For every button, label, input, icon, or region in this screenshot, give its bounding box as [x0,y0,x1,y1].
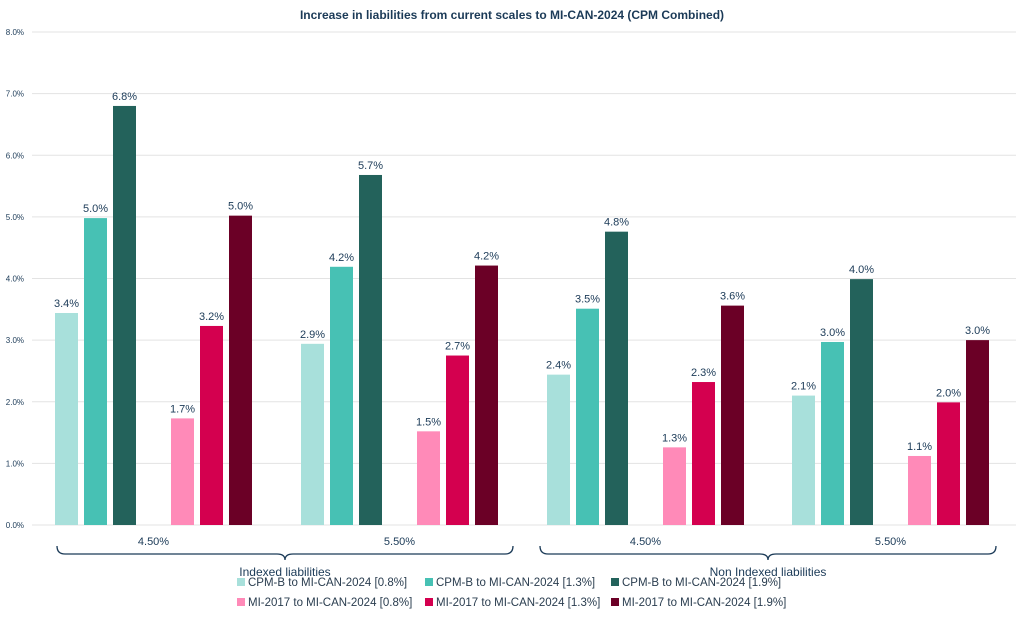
x-axis-rate-labels: 4.50% 5.50% 4.50% 5.50% [138,536,906,548]
bar [330,266,353,525]
legend-item: MI-2017 to MI-CAN-2024 [0.8%] [237,597,412,609]
data-label: 4.0% [849,264,874,276]
bar [359,174,382,525]
data-label: 5.0% [228,201,253,213]
data-label: 1.1% [907,441,932,453]
bar [171,418,194,525]
legend-item: CPM-B to MI-CAN-2024 [0.8%] [237,577,407,589]
bar [605,231,628,526]
data-label: 3.2% [199,311,224,323]
bar [301,343,324,525]
data-label: 1.5% [416,416,441,428]
data-label: 5.0% [83,203,108,215]
legend-swatch [611,598,619,606]
legend-swatch [611,578,619,586]
data-label: 3.4% [54,298,79,310]
bars [55,105,989,526]
bar [966,340,989,525]
y-axis-ticks: 0.0% 1.0% 2.0% 3.0% 4.0% 5.0% 6.0% 7.0% 8.0% [6,28,24,530]
data-label: 2.1% [791,381,816,393]
legend-label: MI-2017 to MI-CAN-2024 [1.3%] [436,597,600,609]
data-label: 3.5% [575,294,600,306]
y-tick-label: 1.0% [6,459,24,468]
bar [850,279,873,525]
data-label: 3.0% [965,325,990,337]
legend-label: CPM-B to MI-CAN-2024 [1.3%] [436,577,595,589]
legend-item: CPM-B to MI-CAN-2024 [1.3%] [425,577,595,589]
group-braces [56,545,997,561]
data-label: 3.6% [720,291,745,303]
legend: CPM-B to MI-CAN-2024 [0.8%] CPM-B to MI-C… [237,577,786,609]
y-tick-label: 8.0% [6,28,24,37]
y-tick-label: 4.0% [6,275,24,284]
grid-lines [32,31,1016,526]
legend-swatch [237,578,245,586]
data-label: 6.8% [112,91,137,103]
bar [446,355,469,525]
bar [417,431,440,525]
data-label: 1.7% [170,403,195,415]
group-brace [539,545,997,561]
bar [792,395,815,525]
y-tick-label: 0.0% [6,521,24,530]
legend-item: CPM-B to MI-CAN-2024 [1.9%] [611,577,781,589]
data-label: 2.9% [300,329,325,341]
data-label: 1.3% [662,432,687,444]
bar [663,447,686,525]
data-label: 2.0% [936,387,961,399]
bar [55,313,78,525]
data-label: 3.0% [820,327,845,339]
rate-label: 4.50% [630,536,661,548]
group-labels: Indexed liabilities Non Indexed liabiliti… [239,565,826,579]
group-label: Non Indexed liabilities [710,565,827,579]
bar [475,265,498,525]
bar [908,455,931,525]
data-label: 4.2% [474,251,499,263]
y-tick-label: 3.0% [6,336,24,345]
bar [200,325,223,525]
bar [721,305,744,525]
group-brace [56,545,514,561]
legend-swatch [425,598,433,606]
data-labels: 3.4% 2.9% 2.4% 2.1% 5.0% 4.2% 3.5% 3.0% 6.8% 5.7%… [54,91,990,453]
legend-item: MI-2017 to MI-CAN-2024 [1.9%] [611,597,786,609]
data-label: 4.8% [604,217,629,229]
bar [84,218,107,526]
y-tick-label: 6.0% [6,151,24,160]
legend-label: MI-2017 to MI-CAN-2024 [1.9%] [622,597,786,609]
rate-label: 5.50% [384,536,415,548]
legend-swatch [237,598,245,606]
bar [692,382,715,525]
chart-title: Increase in liabilities from current sca… [300,8,724,22]
bar [937,402,960,525]
legend-label: CPM-B to MI-CAN-2024 [0.8%] [248,577,407,589]
data-label: 4.2% [329,252,354,264]
bar [821,341,844,525]
rate-label: 4.50% [138,536,169,548]
bar [229,215,252,525]
data-label: 2.4% [546,360,571,372]
legend-swatch [425,578,433,586]
rate-label: 5.50% [875,536,906,548]
legend-label: MI-2017 to MI-CAN-2024 [0.8%] [248,597,412,609]
data-label: 2.3% [691,367,716,379]
data-label: 5.7% [358,160,383,172]
legend-label: CPM-B to MI-CAN-2024 [1.9%] [622,577,781,589]
data-label: 2.7% [445,341,470,353]
y-tick-label: 7.0% [6,90,24,99]
bar [576,308,599,525]
bar [113,105,136,525]
y-tick-label: 5.0% [6,213,24,222]
legend-item: MI-2017 to MI-CAN-2024 [1.3%] [425,597,600,609]
y-tick-label: 2.0% [6,398,24,407]
bar [547,374,570,525]
group-label: Indexed liabilities [239,565,330,579]
